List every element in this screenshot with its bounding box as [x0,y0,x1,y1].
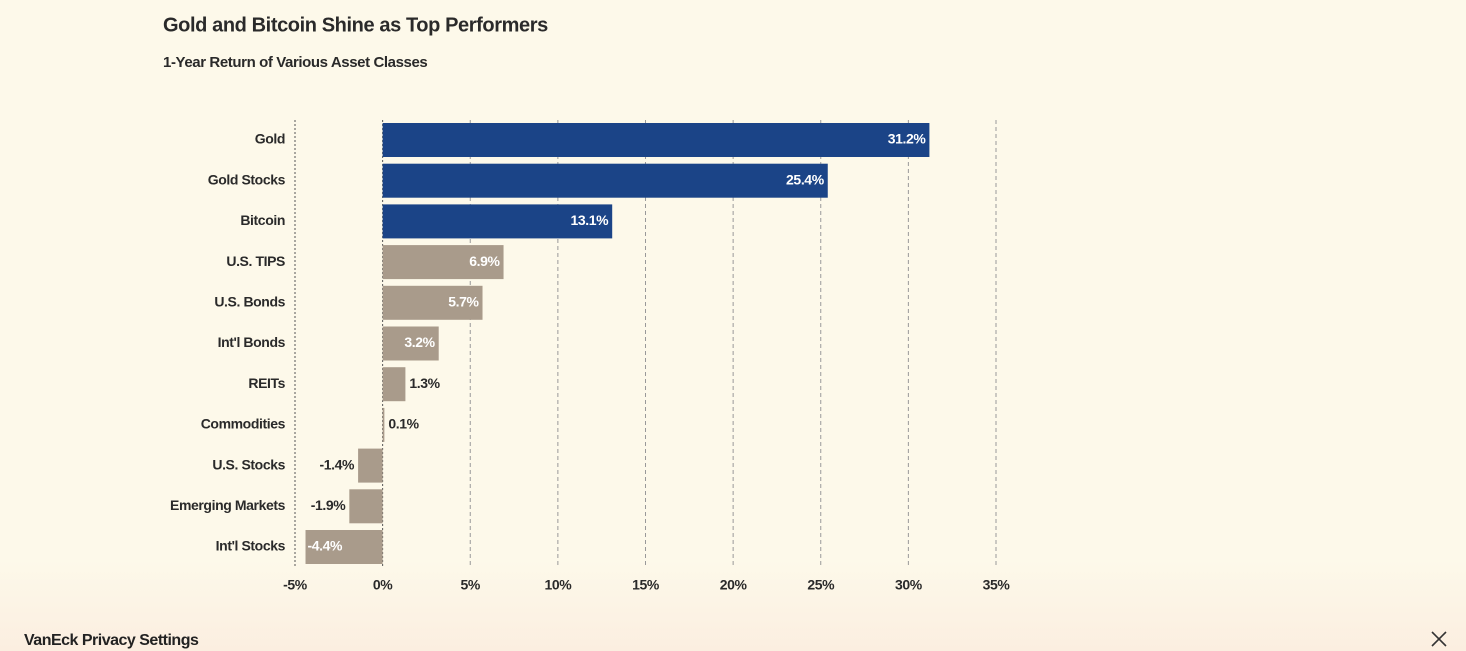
data-label: 6.9% [469,253,500,269]
data-label: 31.2% [888,131,927,147]
data-label: 1.3% [409,375,440,391]
bar [349,489,383,524]
x-tick-label: 10% [544,577,572,593]
y-tick-label: U.S. Stocks [212,456,285,472]
x-tick-label: 0% [373,577,393,593]
data-label: -1.4% [320,456,356,472]
y-tick-label: Emerging Markets [170,497,286,513]
data-label: 13.1% [570,212,609,228]
bar [382,326,439,361]
chart-title: Gold and Bitcoin Shine as Top Performers [163,14,548,36]
y-tick-label: REITs [248,375,285,391]
y-tick-label: Commodities [201,416,286,432]
bar [382,163,828,198]
data-label: -1.9% [311,497,347,513]
data-label: 0.1% [388,416,419,432]
privacy-title: VanEck Privacy Settings [24,632,199,649]
x-tick-label: 15% [632,577,660,593]
data-label: -4.4% [308,538,344,554]
privacy-bar: VanEck Privacy Settings [4,600,1466,651]
data-label: 3.2% [404,334,435,350]
x-tick-label: 20% [720,577,748,593]
y-tick-label: U.S. Bonds [214,294,285,310]
chart-subtitle: 1-Year Return of Various Asset Classes [163,54,427,71]
y-tick-label: Gold [255,131,285,147]
bar [382,245,504,280]
x-tick-label: 35% [983,577,1011,593]
bar [382,407,385,442]
chart: Gold and Bitcoin Shine as Top Performers… [163,14,1011,593]
x-tick-label: 25% [807,577,835,593]
bar [358,448,383,483]
y-tick-label: Int'l Bonds [218,334,286,350]
bar [382,123,930,157]
y-tick-label: U.S. TIPS [226,253,285,269]
close-button[interactable] [1430,630,1448,648]
background-fade [0,560,1466,651]
bar [305,530,383,564]
x-tick-label: -5% [283,577,308,593]
x-tick-label: 30% [895,577,923,593]
bar [382,367,406,402]
y-tick-label: Int'l Stocks [216,538,286,554]
data-label: 5.7% [448,294,479,310]
bar [382,204,613,239]
y-tick-label: Bitcoin [240,212,285,228]
x-tick-label: 5% [461,577,481,593]
data-label: 25.4% [786,171,825,187]
bar [382,285,483,320]
y-tick-label: Gold Stocks [208,171,286,187]
